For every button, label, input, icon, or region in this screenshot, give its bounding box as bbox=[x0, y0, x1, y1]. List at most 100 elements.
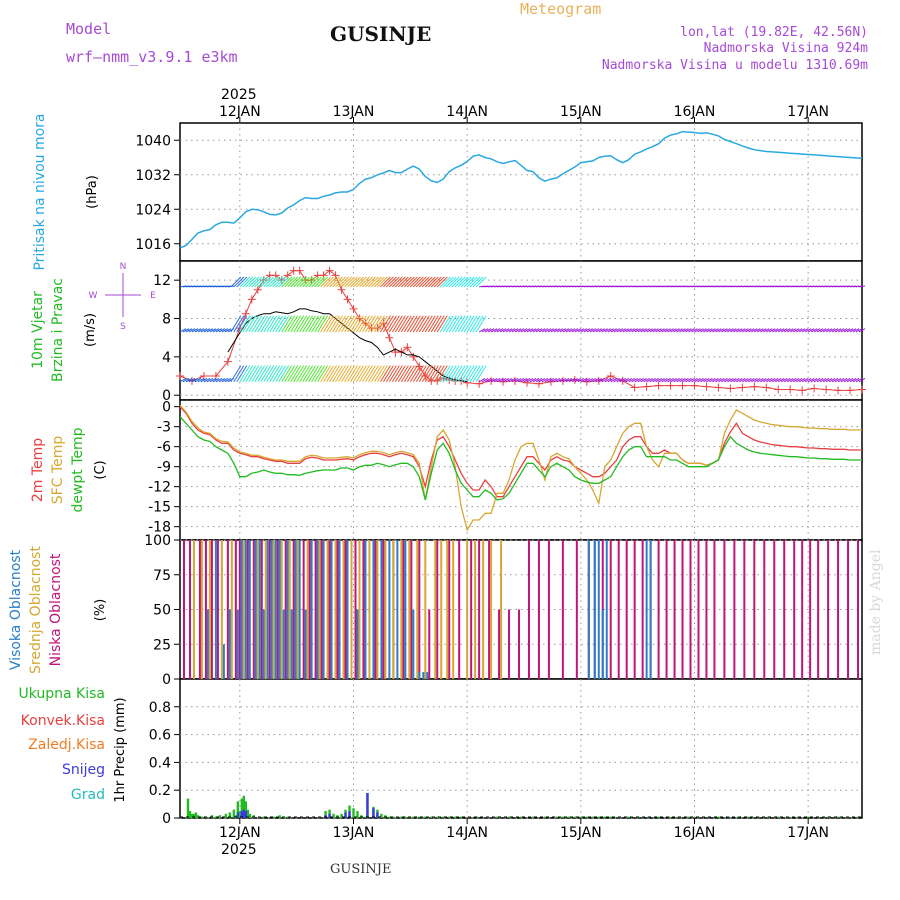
temperature-tick-label: -6 bbox=[157, 440, 171, 456]
wind-barb bbox=[182, 328, 190, 333]
wind-barb bbox=[667, 378, 674, 383]
cloud-low-bar bbox=[773, 540, 776, 679]
meteogram-label: Meteogram bbox=[520, 0, 602, 18]
precip-total-bar bbox=[400, 816, 403, 818]
wind-barb bbox=[568, 378, 576, 383]
wind-barb bbox=[302, 276, 313, 288]
wind-barb bbox=[769, 378, 776, 383]
year-label-top: 2025 bbox=[221, 87, 257, 103]
wind-barb bbox=[700, 378, 707, 383]
wind-barb bbox=[679, 378, 686, 383]
wind-barb bbox=[317, 276, 328, 288]
precip-tick-label: 0.4 bbox=[149, 755, 171, 771]
wind-barb bbox=[766, 328, 773, 333]
wind-barb bbox=[448, 315, 460, 333]
wind-barb bbox=[751, 378, 758, 383]
cloud-low-bar bbox=[681, 540, 684, 679]
wind-barb bbox=[553, 378, 561, 383]
cloud-mid-bar bbox=[350, 540, 353, 679]
precip-total-bar bbox=[424, 816, 427, 818]
wind-gust-marker bbox=[714, 383, 723, 392]
wind-barb bbox=[831, 328, 839, 333]
wind-mean-line bbox=[227, 308, 468, 383]
wind-barb bbox=[442, 276, 454, 288]
temp-title-sfc: SFC Temp bbox=[50, 436, 66, 505]
wind-barb bbox=[224, 378, 232, 383]
cloud-mid-bar bbox=[434, 540, 437, 679]
cloud-low-bar bbox=[689, 540, 692, 679]
wind-barb bbox=[248, 365, 260, 383]
cloud-mid-bar bbox=[192, 540, 195, 679]
wind-barb bbox=[610, 378, 617, 383]
wind-barb bbox=[577, 328, 585, 333]
x-tick-label-top: 15JAN bbox=[560, 104, 602, 120]
wind-gust-marker bbox=[846, 386, 855, 395]
wind-barb bbox=[266, 276, 278, 288]
wind-barb bbox=[182, 378, 190, 383]
precip-total-bar bbox=[248, 813, 251, 818]
wind-barb bbox=[248, 276, 260, 288]
precip-total-bar bbox=[519, 816, 523, 818]
wind-barb bbox=[718, 378, 725, 383]
wind-barb bbox=[843, 378, 851, 383]
wind-barb bbox=[335, 315, 346, 333]
wind-barb bbox=[445, 365, 457, 383]
wind-barb bbox=[314, 276, 325, 288]
wind-barb bbox=[757, 328, 764, 333]
wind-subtitle: Brzina i Pravac bbox=[50, 278, 66, 382]
wind-barb bbox=[511, 328, 519, 333]
wind-barb bbox=[541, 378, 549, 383]
wind-barb bbox=[514, 378, 522, 383]
cloud-mid-bar bbox=[424, 540, 427, 679]
cloud-high-bar bbox=[266, 540, 269, 679]
pressure-tick-label: 1040 bbox=[135, 133, 171, 149]
wind-barb bbox=[293, 365, 305, 383]
cloud-low-bar bbox=[665, 540, 668, 679]
wind-barb bbox=[463, 315, 475, 333]
wind-barb bbox=[233, 365, 245, 383]
wind-gust-marker bbox=[774, 385, 783, 394]
wind-barb bbox=[221, 378, 229, 383]
wind-gust-marker bbox=[858, 385, 866, 394]
cloud-high-bar bbox=[258, 540, 261, 679]
wind-barb bbox=[332, 365, 343, 383]
wind-barb bbox=[697, 378, 704, 383]
wind-barb bbox=[296, 315, 308, 333]
cloud-low-bar bbox=[320, 540, 323, 679]
wind-barb bbox=[789, 328, 797, 333]
wind-barb bbox=[837, 378, 845, 383]
wind-barb bbox=[200, 328, 208, 333]
wind-barb bbox=[730, 328, 737, 333]
wind-unit: (m/s) bbox=[83, 313, 98, 347]
cloud-high-bar bbox=[601, 609, 604, 679]
wind-barb bbox=[535, 378, 543, 383]
precip-tick-label: 0 bbox=[162, 811, 171, 827]
wind-barb bbox=[490, 378, 498, 383]
cloud-mid-bar bbox=[358, 540, 361, 679]
wind-barb bbox=[598, 328, 606, 333]
wind-barb bbox=[550, 378, 558, 383]
wind-barb bbox=[670, 328, 677, 333]
wind-barb bbox=[634, 378, 641, 383]
cloud-high-bar bbox=[304, 609, 307, 679]
wind-barb bbox=[526, 328, 534, 333]
cloud-mid-bar bbox=[272, 540, 275, 679]
wind-gust-marker bbox=[176, 372, 184, 381]
compass-e: E bbox=[150, 291, 156, 301]
wind-barb bbox=[341, 315, 352, 333]
wind-barb bbox=[382, 365, 394, 383]
cloud-high-bar bbox=[286, 540, 289, 679]
wind-barb bbox=[691, 328, 698, 333]
precip-total-bar bbox=[597, 816, 600, 818]
precip-snow-bar bbox=[236, 812, 240, 818]
precip-total-bar bbox=[186, 798, 190, 818]
wind-barb bbox=[317, 315, 329, 333]
wind-barb bbox=[278, 315, 290, 333]
wind-barb bbox=[810, 328, 818, 333]
precip-snow-bar bbox=[344, 812, 347, 818]
wind-barb bbox=[254, 365, 266, 383]
wind-barb bbox=[391, 365, 403, 383]
wind-barb bbox=[302, 365, 314, 383]
wind-barb bbox=[763, 378, 770, 383]
precip-snow-bar bbox=[328, 813, 331, 818]
